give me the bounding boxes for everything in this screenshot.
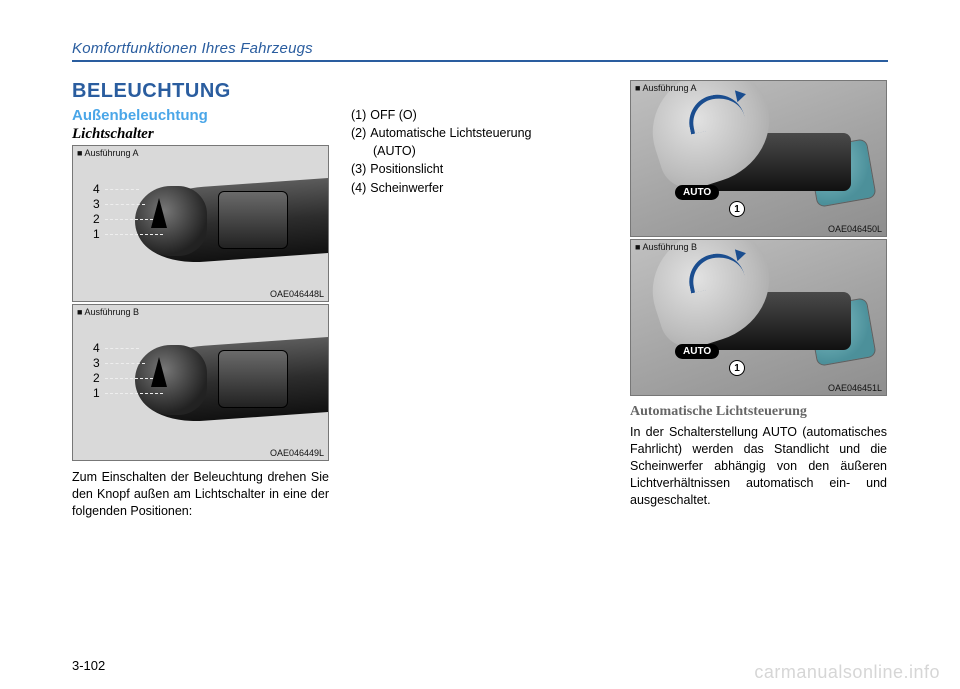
- figure-a-labels: 4 3 2 1: [93, 182, 100, 242]
- list-item-4: (4) Scheinwerfer: [351, 179, 608, 197]
- column-1: BELEUCHTUNG Außenbeleuchtung Lichtschalt…: [72, 80, 329, 520]
- figure-b-code: OAE046449L: [270, 448, 324, 458]
- label-3: 3: [93, 197, 100, 212]
- label-4: 4: [93, 182, 100, 197]
- running-header: Komfortfunktionen Ihres Fahrzeugs: [72, 40, 888, 60]
- label-2: 2: [93, 212, 100, 227]
- list-num-2: (2): [351, 124, 366, 142]
- item-title: Lichtschalter: [72, 126, 329, 143]
- page-number: 3-102: [72, 658, 105, 673]
- figure-a-tag: ■ Ausführung A: [77, 148, 138, 158]
- figure-a-graphic: 4 3 2 1: [73, 146, 328, 301]
- list-num-3: (3): [351, 160, 366, 178]
- figure-c-tag: ■ Ausführung A: [635, 83, 696, 93]
- label-2: 2: [93, 371, 100, 386]
- list-txt-3: Positionslicht: [370, 160, 608, 178]
- list-txt-1: OFF (O): [370, 106, 608, 124]
- callout-c: 1: [729, 201, 745, 217]
- figure-d: ■ Ausführung B AUTO 1 OAE046451L: [630, 239, 887, 396]
- figure-b-graphic: 4 3 2 1: [73, 305, 328, 460]
- label-4: 4: [93, 341, 100, 356]
- figure-c: ■ Ausführung A AUTO 1 OAE046450L: [630, 80, 887, 237]
- list-num-1: (1): [351, 106, 366, 124]
- auto-badge-c: AUTO: [675, 185, 719, 200]
- label-1: 1: [93, 227, 100, 242]
- list-txt-2: Automatische Lichtsteuerung: [370, 124, 608, 142]
- list-item-2: (2) Automatische Lichtsteuerung: [351, 124, 608, 142]
- subsection-title: Außenbeleuchtung: [72, 107, 329, 124]
- watermark: carmanualsonline.info: [754, 662, 940, 683]
- column-layout: BELEUCHTUNG Außenbeleuchtung Lichtschalt…: [72, 80, 888, 520]
- list-txt-4: Scheinwerfer: [370, 179, 608, 197]
- header-rule: [72, 60, 888, 62]
- label-1: 1: [93, 386, 100, 401]
- col3-subhead: Automatische Lichtsteuerung: [630, 404, 887, 420]
- col1-paragraph: Zum Einschalten der Beleuchtung drehen S…: [72, 469, 329, 520]
- figure-c-graphic: AUTO 1: [631, 81, 886, 236]
- page-content: Komfortfunktionen Ihres Fahrzeugs BELEUC…: [72, 40, 888, 650]
- figure-c-code: OAE046450L: [828, 224, 882, 234]
- auto-badge-d: AUTO: [675, 344, 719, 359]
- figure-b: ■ Ausführung B 4 3 2 1 OAE046449L: [72, 304, 329, 461]
- figure-d-graphic: AUTO 1: [631, 240, 886, 395]
- section-title: BELEUCHTUNG: [72, 80, 329, 103]
- col3-paragraph: In der Schalterstellung AUTO (automatisc…: [630, 424, 887, 508]
- label-3: 3: [93, 356, 100, 371]
- figure-b-tag: ■ Ausführung B: [77, 307, 139, 317]
- list-num-4: (4): [351, 179, 366, 197]
- list-item-3: (3) Positionslicht: [351, 160, 608, 178]
- figure-d-tag: ■ Ausführung B: [635, 242, 697, 252]
- list-item-1: (1) OFF (O): [351, 106, 608, 124]
- callout-d: 1: [729, 360, 745, 376]
- figure-a: ■ Ausführung A 4 3 2 1 OAE046448L: [72, 145, 329, 302]
- figure-a-code: OAE046448L: [270, 289, 324, 299]
- column-3: ■ Ausführung A AUTO 1 OAE046450L ■ Ausfü…: [630, 80, 887, 520]
- list-sub-2: (AUTO): [351, 142, 608, 160]
- figure-d-code: OAE046451L: [828, 383, 882, 393]
- column-2: (1) OFF (O) (2) Automatische Lichtsteuer…: [351, 80, 608, 520]
- figure-b-labels: 4 3 2 1: [93, 341, 100, 401]
